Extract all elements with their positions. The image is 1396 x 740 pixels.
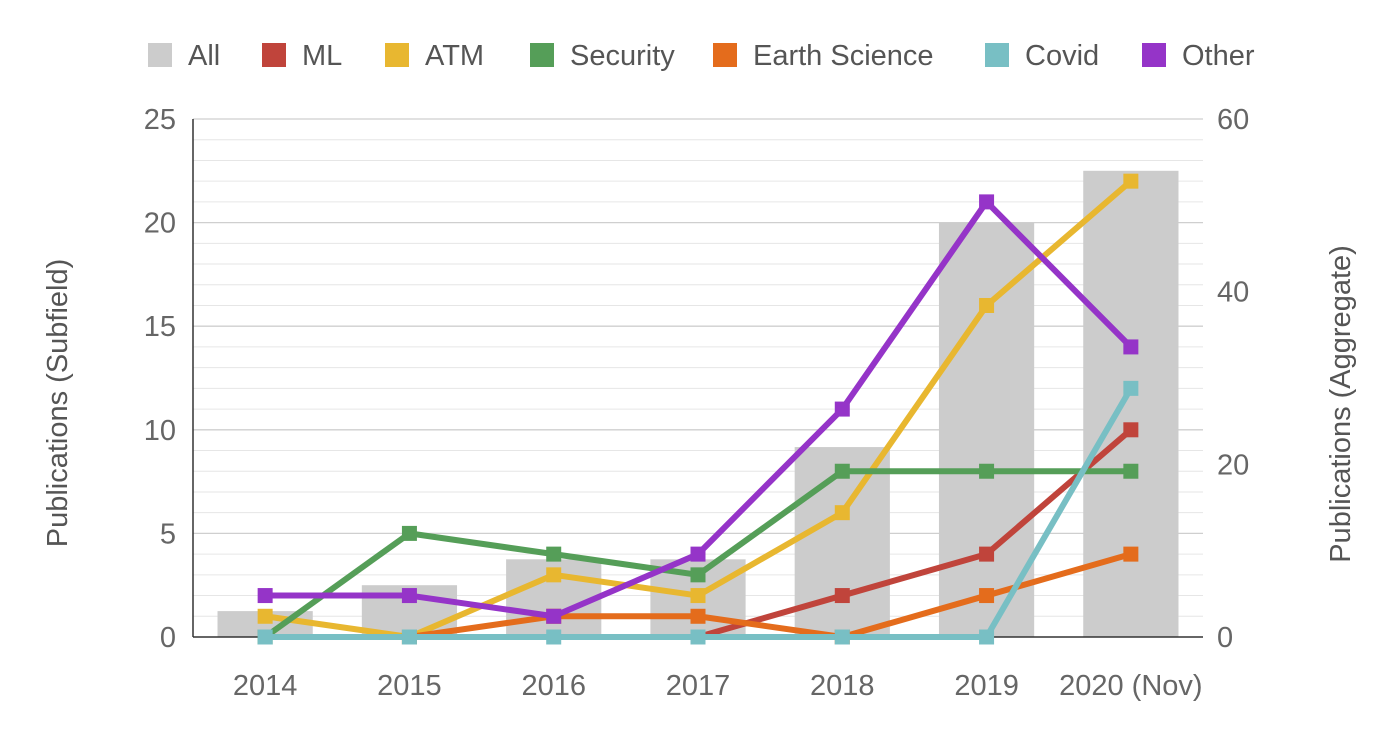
y-left-tick-label: 20: [144, 208, 176, 240]
gridlines: [193, 118, 1203, 617]
legend-label-covid: Covid: [1025, 40, 1099, 72]
legend-swatch-security: [530, 43, 554, 67]
point-security-2017: [690, 567, 706, 583]
point-security-2015: [401, 525, 417, 541]
y-right-tick-label: 60: [1217, 104, 1249, 136]
point-security-2020-nov-: [1123, 463, 1139, 479]
y-left-tick-label: 10: [144, 415, 176, 447]
point-security-2016: [546, 546, 562, 562]
point-earth-science-2020-nov-: [1123, 546, 1139, 562]
point-other-2017: [690, 546, 706, 562]
y-axis-right-title: Publications (Aggregate): [1325, 245, 1357, 563]
legend-swatch-other: [1142, 43, 1166, 67]
point-atm-2019: [979, 297, 995, 313]
point-atm-2020-nov-: [1123, 173, 1139, 189]
point-ml-2019: [979, 546, 995, 562]
y-axis-left-title: Publications (Subfield): [42, 259, 74, 548]
legend-swatch-atm: [385, 43, 409, 67]
y-right-tick-label: 0: [1217, 622, 1233, 654]
y-left-tick-label: 15: [144, 311, 176, 343]
legend-label-security: Security: [570, 40, 675, 72]
point-other-2019: [979, 194, 995, 210]
legend-label-all: All: [188, 40, 220, 72]
x-tick-label: 2019: [954, 670, 1019, 702]
point-atm-2017: [690, 588, 706, 604]
line-series-covid: [257, 380, 1139, 645]
legend-label-ml: ML: [302, 40, 342, 72]
x-tick-label: 2015: [377, 670, 442, 702]
point-other-2015: [401, 588, 417, 604]
y-right-tick-label: 20: [1217, 449, 1249, 481]
y-left-tick-label: 5: [160, 518, 176, 550]
y-right-tick-label: 40: [1217, 277, 1249, 309]
point-other-2020-nov-: [1123, 339, 1139, 355]
series-line-ml: [695, 426, 1134, 640]
point-ml-2018: [834, 588, 850, 604]
series-line-earth-science: [406, 551, 1134, 640]
point-other-2016: [546, 608, 562, 624]
x-tick-label: 2014: [233, 670, 298, 702]
legend: All ML ATM Security Earth Science Covid Other: [148, 40, 1255, 72]
legend-swatch-all: [148, 43, 172, 67]
line-series-other: [257, 194, 1139, 624]
point-covid-2017: [690, 629, 706, 645]
point-security-2019: [979, 463, 995, 479]
y-left-tick-label: 0: [160, 622, 176, 654]
point-earth-science-2019: [979, 588, 995, 604]
bar-all-2020-nov-: [1083, 170, 1179, 638]
point-covid-2018: [834, 629, 850, 645]
legend-swatch-covid: [985, 43, 1009, 67]
point-covid-2019: [979, 629, 995, 645]
legend-swatch-earth-science: [713, 43, 737, 67]
point-ml-2020-nov-: [1123, 422, 1139, 438]
x-tick-label: 2017: [666, 670, 731, 702]
point-atm-2016: [546, 567, 562, 583]
point-security-2018: [834, 463, 850, 479]
legend-label-other: Other: [1182, 40, 1255, 72]
point-covid-2016: [546, 629, 562, 645]
legend-label-atm: ATM: [425, 40, 484, 72]
point-other-2018: [834, 401, 850, 417]
bar-all-2019: [938, 222, 1035, 637]
point-other-2014: [257, 588, 273, 604]
point-covid-2020-nov-: [1123, 380, 1139, 396]
legend-label-earth-science: Earth Science: [753, 40, 934, 72]
point-atm-2014: [257, 608, 273, 624]
point-earth-science-2017: [690, 608, 706, 624]
x-tick-label: 2020 (Nov): [1059, 670, 1202, 702]
y-left-tick-label: 25: [144, 104, 176, 136]
legend-swatch-ml: [262, 43, 286, 67]
point-covid-2015: [401, 629, 417, 645]
x-tick-label: 2018: [810, 670, 875, 702]
point-covid-2014: [257, 629, 273, 645]
point-atm-2018: [834, 505, 850, 521]
x-tick-label: 2016: [521, 670, 586, 702]
